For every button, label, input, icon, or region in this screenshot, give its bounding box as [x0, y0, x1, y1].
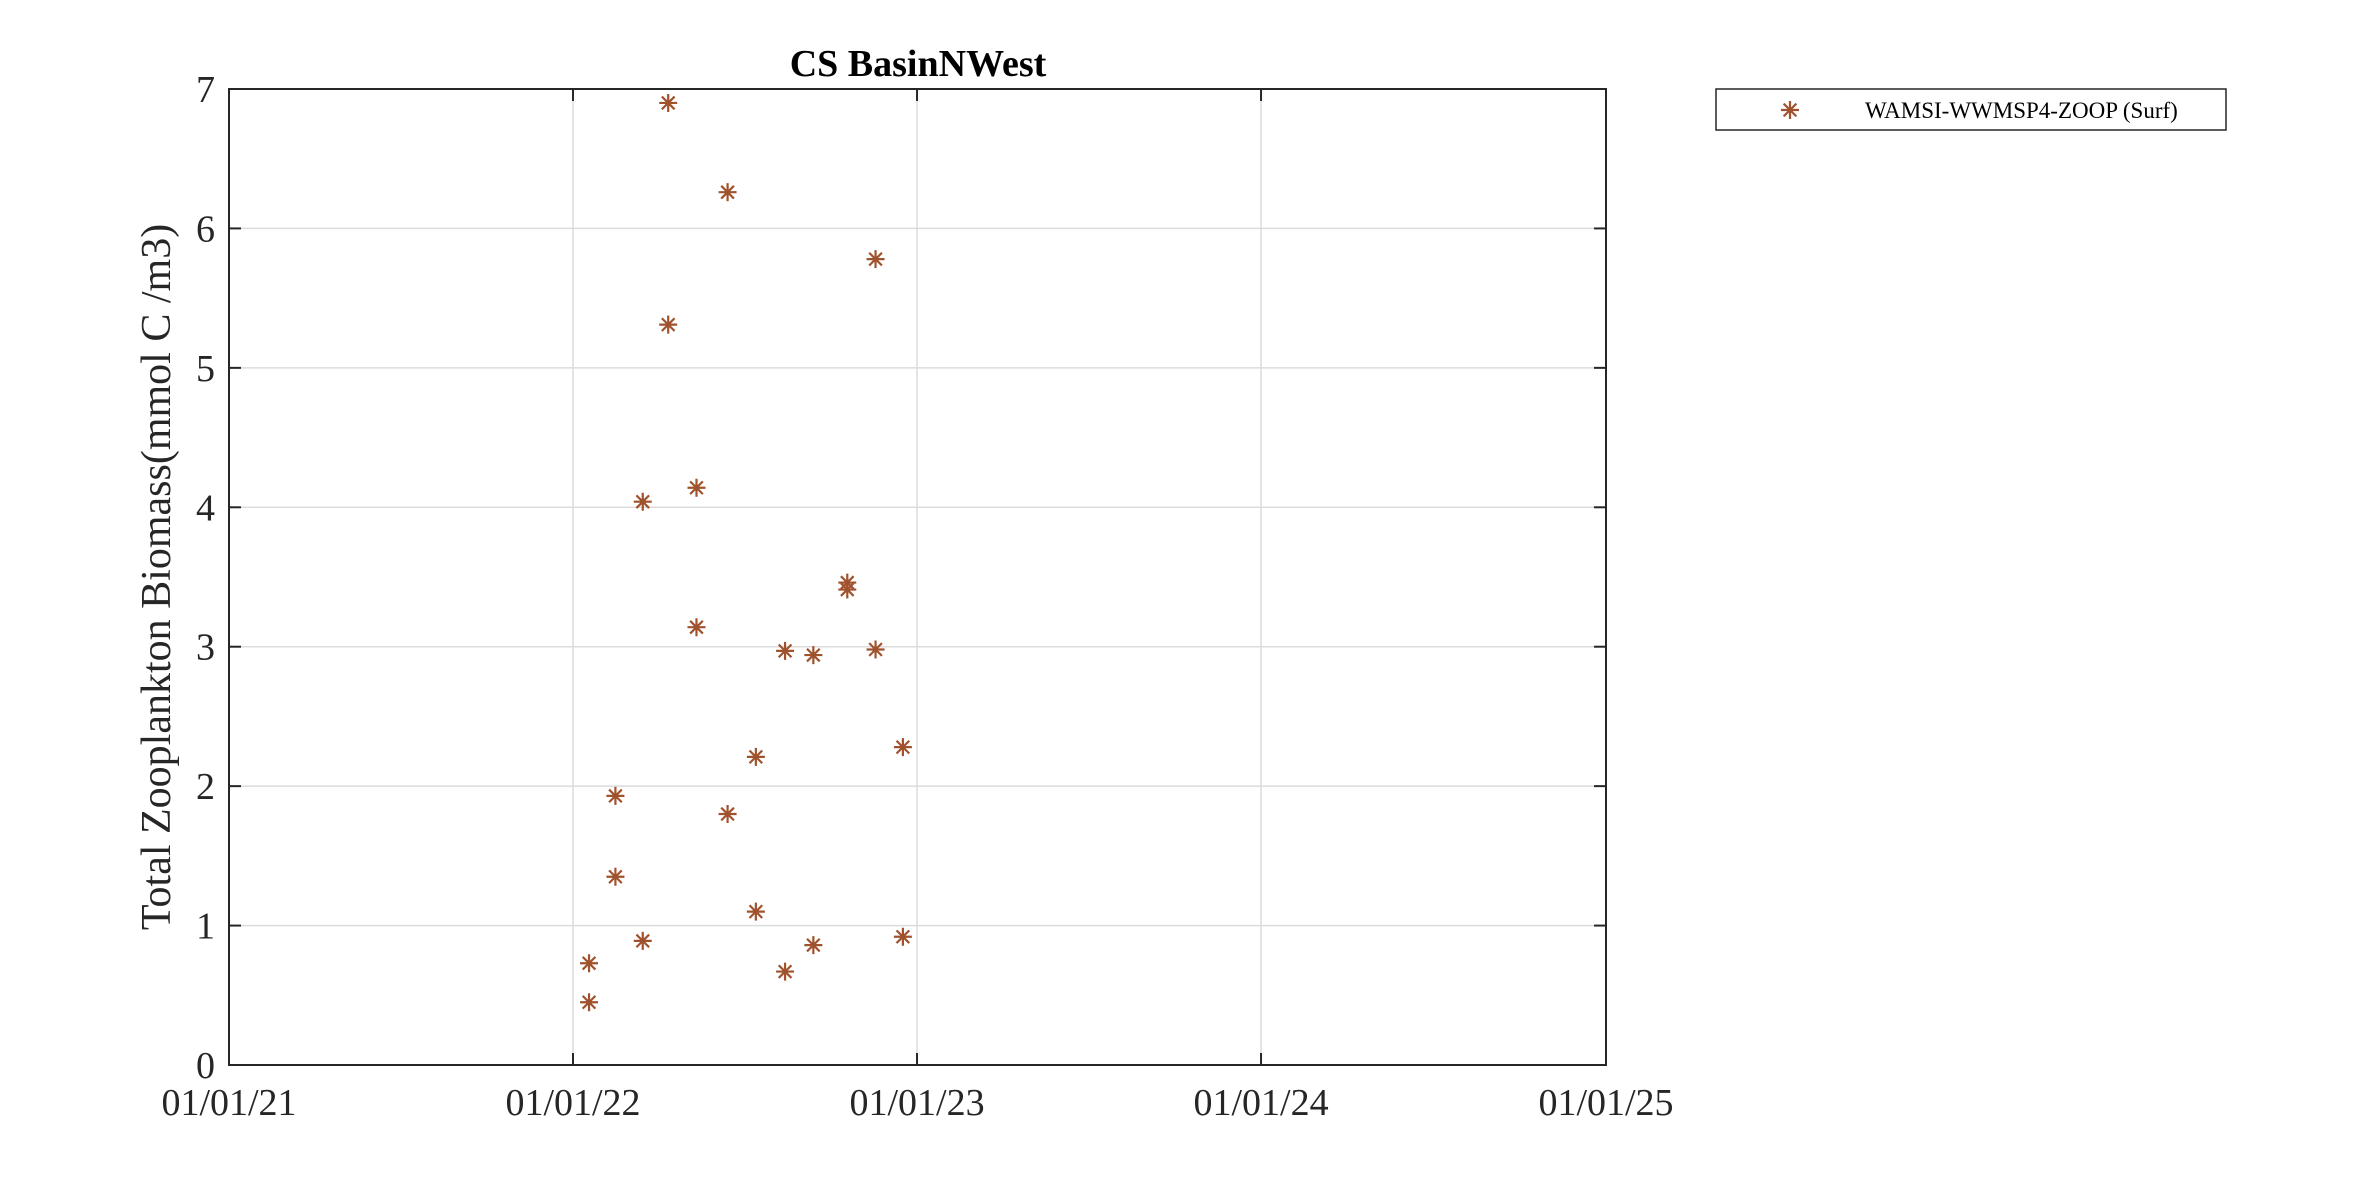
- data-point: [804, 936, 823, 955]
- data-point: [776, 641, 795, 660]
- legend-marker: [1781, 101, 1799, 119]
- legend-entry-label: WAMSI-WWMSP4-ZOOP (Surf): [1865, 98, 2178, 123]
- data-point: [838, 580, 857, 599]
- chart-title: CS BasinNWest: [790, 43, 1047, 85]
- data-point: [866, 640, 885, 659]
- data-point: [659, 315, 678, 334]
- data-point: [606, 867, 625, 886]
- x-tick-label: 01/01/21: [161, 1082, 296, 1124]
- data-point: [893, 927, 912, 946]
- x-tick-label: 01/01/25: [1538, 1082, 1673, 1124]
- data-point: [580, 954, 599, 973]
- y-tick-label: 7: [196, 69, 215, 111]
- data-point: [893, 738, 912, 757]
- data-point: [659, 93, 678, 112]
- y-tick-labels: 0 1 2 3 4 5 6 7: [196, 69, 215, 1087]
- data-point: [718, 805, 737, 824]
- y-tick-label: 1: [196, 906, 215, 948]
- grid: [229, 89, 1606, 1065]
- y-axis-label: Total Zooplankton Biomass(mmol C /m3): [134, 224, 180, 930]
- y-tick-label: 0: [196, 1045, 215, 1087]
- data-point: [580, 993, 599, 1012]
- ticks: [228, 88, 1607, 1066]
- x-tick-label: 01/01/24: [1193, 1082, 1328, 1124]
- data-point: [804, 646, 823, 665]
- legend-asterisk-icon: [1781, 101, 1799, 119]
- data-point: [718, 183, 737, 202]
- data-point: [687, 478, 706, 497]
- data-point: [776, 962, 795, 981]
- data-point: [633, 931, 652, 950]
- x-tick-label: 01/01/23: [849, 1082, 984, 1124]
- x-tick-label: 01/01/22: [505, 1082, 640, 1124]
- y-tick-label: 2: [196, 766, 215, 808]
- y-tick-label: 4: [196, 487, 215, 529]
- data-point: [633, 492, 652, 511]
- legend: WAMSI-WWMSP4-ZOOP (Surf): [1715, 88, 2227, 131]
- y-tick-label: 3: [196, 627, 215, 669]
- data-points: [580, 93, 912, 1012]
- data-point: [866, 250, 885, 269]
- data-point: [687, 618, 706, 637]
- legend-box: [1715, 88, 2227, 131]
- x-tick-labels: 01/01/21 01/01/22 01/01/23 01/01/24 01/01/25: [161, 1082, 1673, 1124]
- y-tick-label: 5: [196, 348, 215, 390]
- data-point: [746, 747, 765, 766]
- data-point: [606, 786, 625, 805]
- data-point: [746, 902, 765, 921]
- y-tick-label: 6: [196, 208, 215, 250]
